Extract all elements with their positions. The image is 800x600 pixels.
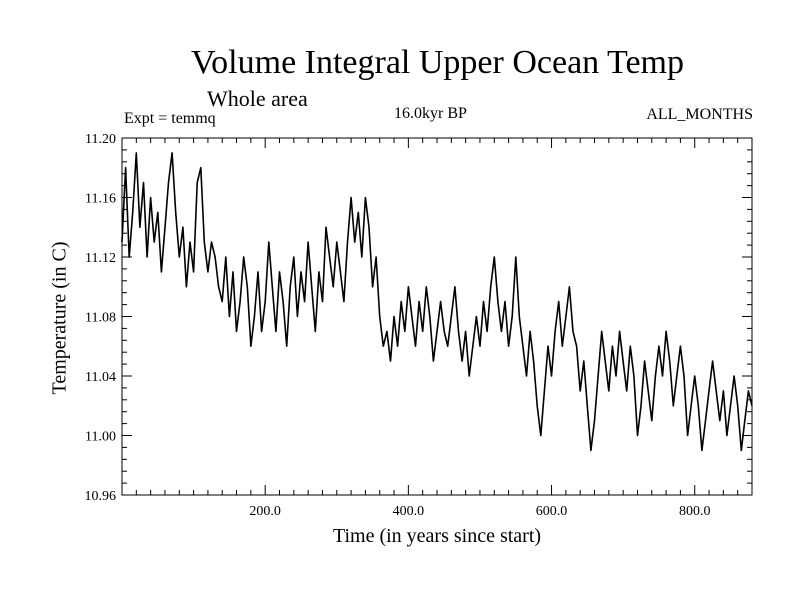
y-tick-label: 11.04 <box>85 370 116 385</box>
x-axis-label: Time (in years since start) <box>332 525 542 547</box>
temperature-series-line <box>121 152 753 452</box>
x-tick-label: 400.0 <box>393 504 425 519</box>
chart-subtitle: Whole area <box>207 86 308 111</box>
y-tick-label: 11.12 <box>85 251 116 266</box>
period-label: 16.0kyr BP <box>394 105 467 122</box>
experiment-label: Expt = temmq <box>124 110 216 127</box>
months-label: ALL_MONTHS <box>646 106 753 123</box>
y-tick-label: 11.00 <box>85 430 116 445</box>
y-tick-label: 11.20 <box>85 132 116 147</box>
y-tick-label: 11.16 <box>85 192 116 207</box>
x-tick-label: 800.0 <box>679 504 711 519</box>
y-tick-label: 10.96 <box>85 489 117 504</box>
axis-ticks <box>122 138 752 495</box>
x-tick-label: 200.0 <box>249 504 281 519</box>
x-tick-label: 600.0 <box>536 504 568 519</box>
chart-title: Volume Integral Upper Ocean Temp <box>191 44 684 81</box>
y-tick-label: 11.08 <box>85 311 116 326</box>
axis-tick-labels: 200.0 400.0 600.0 800.0 10.96 11.00 11.04 11.08… <box>85 132 711 519</box>
plot-frame <box>121 137 753 496</box>
